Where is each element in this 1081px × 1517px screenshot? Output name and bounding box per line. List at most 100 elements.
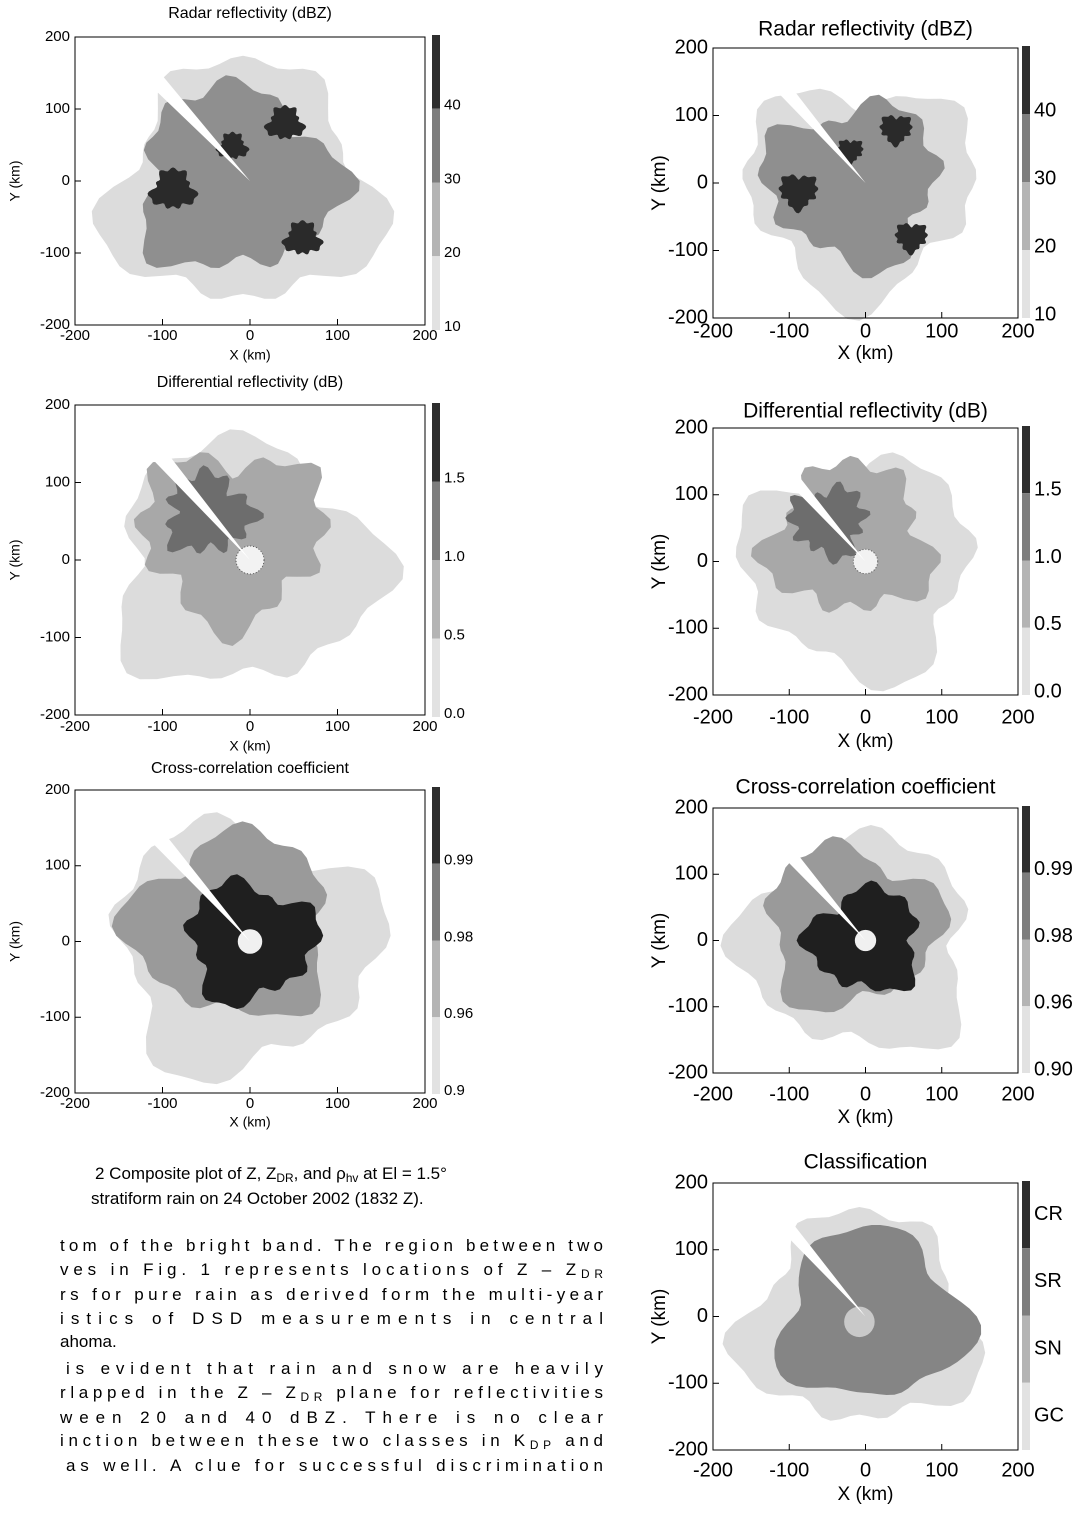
body-text: rs for pure rain as derived form the mul…: [60, 1285, 603, 1304]
text-run: stratiform rain on 24 October 2002 (1832…: [91, 1189, 424, 1208]
colorbar-label: 30: [1034, 167, 1056, 189]
beam-streak: [774, 1215, 866, 1317]
x-tick-label: 0: [860, 1459, 871, 1481]
y-axis-label: Y (km): [7, 540, 23, 581]
colorbar-label: 1.0: [1034, 546, 1062, 568]
text-run: as well. A clue for successful discrimin…: [66, 1456, 603, 1475]
x-tick-label: 200: [412, 718, 437, 735]
text-run: inction between these two classes in K: [60, 1431, 526, 1450]
figure-panel: Radar reflectivity (dBZ) X (km) Y (km) -200…: [649, 18, 1056, 364]
y-tick-label: 200: [45, 781, 70, 798]
body-text: istics of DSD measurements in central: [60, 1309, 603, 1328]
figure-caption: stratiform rain on 24 October 2002 (1832…: [91, 1189, 424, 1208]
colorbar-label: 30: [444, 170, 461, 187]
y-tick-label: -100: [668, 239, 708, 261]
y-tick-label: -100: [668, 1372, 708, 1394]
y-tick-label: -100: [40, 1008, 70, 1025]
body-text: rlapped in the Z – Z DR plane for reflect…: [60, 1383, 603, 1404]
colorbar-segment: [1022, 1181, 1030, 1249]
colorbar-segment: [432, 256, 440, 330]
colorbar-segment: [1022, 1382, 1030, 1450]
x-tick-label: 200: [1001, 320, 1034, 342]
y-tick-label: 100: [45, 100, 70, 117]
body-text: ween 20 and 40 dBZ. There is no clear: [59, 1408, 603, 1427]
colorbar-segment: [1022, 1315, 1030, 1383]
text-run: , and ρ: [294, 1164, 346, 1183]
text-run: and: [556, 1431, 603, 1450]
beam-streak: [774, 80, 866, 183]
colorbar-segment: [1022, 114, 1030, 182]
radar-field: [281, 220, 324, 255]
colorbar-label: 0.0: [444, 705, 465, 722]
colorbar-segment: [432, 403, 440, 482]
colorbar-segment: [1022, 46, 1030, 114]
x-axis-label: X (km): [838, 1107, 894, 1128]
figure-panel: Cross-correlation coefficient X (km) Y (km…: [7, 760, 474, 1129]
figure-panel: Differential reflectivity (dB) X (km) Y (k…: [649, 400, 1062, 752]
x-tick-label: -200: [693, 320, 733, 342]
y-tick-label: -200: [668, 306, 708, 328]
colorbar-label: 0.9: [444, 1082, 465, 1099]
colorbar-label: 0.99: [1034, 858, 1073, 880]
x-tick-label: 0: [246, 718, 254, 735]
colorbar-label: 1.5: [1034, 479, 1062, 501]
x-tick-label: -200: [693, 706, 733, 728]
x-tick-label: 0: [246, 327, 254, 344]
x-tick-label: -100: [147, 1095, 177, 1112]
x-axis-label: X (km): [229, 347, 270, 363]
colorbar-label: 10: [1034, 303, 1056, 325]
text-run: ves in Fig. 1 represents locations of Z …: [60, 1260, 576, 1279]
y-axis-label: Y (km): [7, 921, 23, 962]
figure-panel: Cross-correlation coefficient X (km) Y (km…: [649, 776, 1073, 1128]
colorbar-label: 20: [1034, 235, 1056, 257]
y-tick-label: 200: [45, 28, 70, 45]
colorbar-label: 0.5: [444, 626, 465, 643]
beam-streak: [774, 839, 866, 941]
y-tick-label: 0: [697, 1305, 708, 1327]
body-text: ves in Fig. 1 represents locations of Z …: [60, 1260, 603, 1281]
x-tick-label: 100: [325, 327, 350, 344]
y-tick-label: 200: [675, 36, 708, 58]
x-tick-label: -200: [60, 327, 90, 344]
panel-title: Radar reflectivity (dBZ): [758, 18, 973, 41]
panel-title: Differential reflectivity (dB): [743, 400, 988, 423]
colorbar-segment: [1022, 1006, 1030, 1073]
colorbar-segment: [1022, 939, 1030, 1007]
x-tick-label: 100: [325, 1095, 350, 1112]
colorbar-segment: [432, 182, 440, 257]
colorbar-segment: [432, 481, 440, 560]
y-tick-label: 0: [62, 932, 70, 949]
x-tick-label: 0: [860, 320, 871, 342]
colorbar-segment: [432, 560, 440, 639]
colorbar-segment: [432, 108, 440, 183]
colorbar-segment: [1022, 493, 1030, 561]
body-text: is evident that rain and snow are heavil…: [66, 1359, 604, 1378]
y-tick-label: 0: [62, 551, 70, 568]
y-tick-label: 200: [675, 416, 708, 438]
x-axis-label: X (km): [838, 343, 894, 364]
colorbar-label: 0.98: [444, 928, 473, 945]
y-tick-label: -100: [668, 617, 708, 639]
colorbar-label: GC: [1034, 1405, 1064, 1427]
colorbar-label: 40: [1034, 99, 1056, 121]
colorbar-segment: [1022, 250, 1030, 318]
colorbar-segment: [1022, 1248, 1030, 1316]
y-tick-label: 0: [697, 550, 708, 572]
x-tick-label: -100: [147, 327, 177, 344]
text-run: rlapped in the Z – Z: [60, 1383, 296, 1402]
beam-streak: [145, 442, 250, 560]
panel-title: Cross-correlation coefficient: [736, 776, 996, 799]
x-tick-label: 100: [925, 320, 958, 342]
y-tick-label: -200: [40, 706, 70, 723]
y-tick-label: 200: [675, 796, 708, 818]
x-tick-label: 0: [246, 1095, 254, 1112]
colorbar-label: 10: [444, 318, 461, 335]
x-tick-label: -100: [769, 1083, 809, 1105]
y-tick-label: -200: [668, 1438, 708, 1460]
y-tick-label: -200: [668, 683, 708, 705]
text-run: istics of DSD measurements in central: [60, 1309, 603, 1328]
colorbar-label: 0.96: [444, 1005, 473, 1022]
y-tick-label: -200: [40, 1084, 70, 1101]
x-tick-label: 200: [1001, 1083, 1034, 1105]
